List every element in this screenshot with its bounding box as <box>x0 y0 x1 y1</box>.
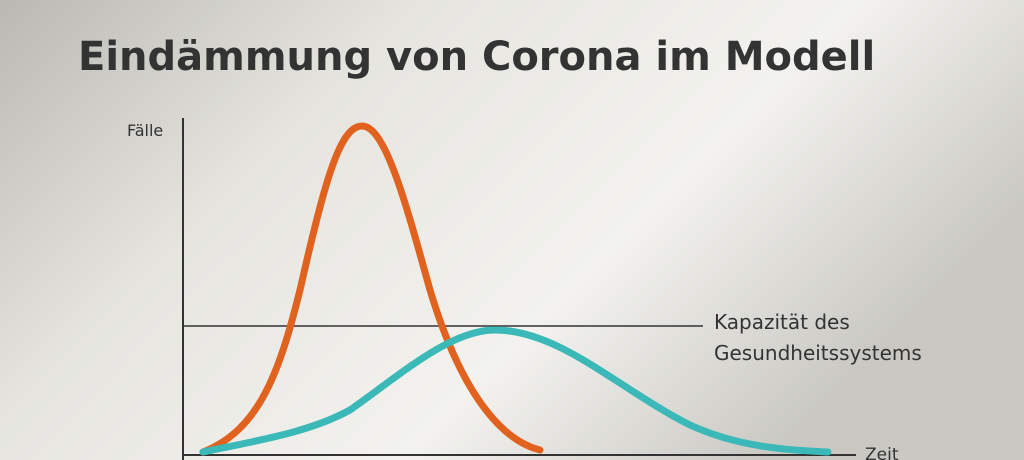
mitigated-curve <box>199 326 832 456</box>
title: Eindämmung von Corona im Modell <box>78 34 875 80</box>
y-axis-label: Fälle <box>127 121 163 140</box>
x-axis-label: Zeit <box>865 445 899 460</box>
capacity-label: Gesundheitssystems <box>714 341 922 365</box>
capacity-label: Kapazität des <box>714 310 850 334</box>
unmitigated-curve <box>199 122 544 456</box>
